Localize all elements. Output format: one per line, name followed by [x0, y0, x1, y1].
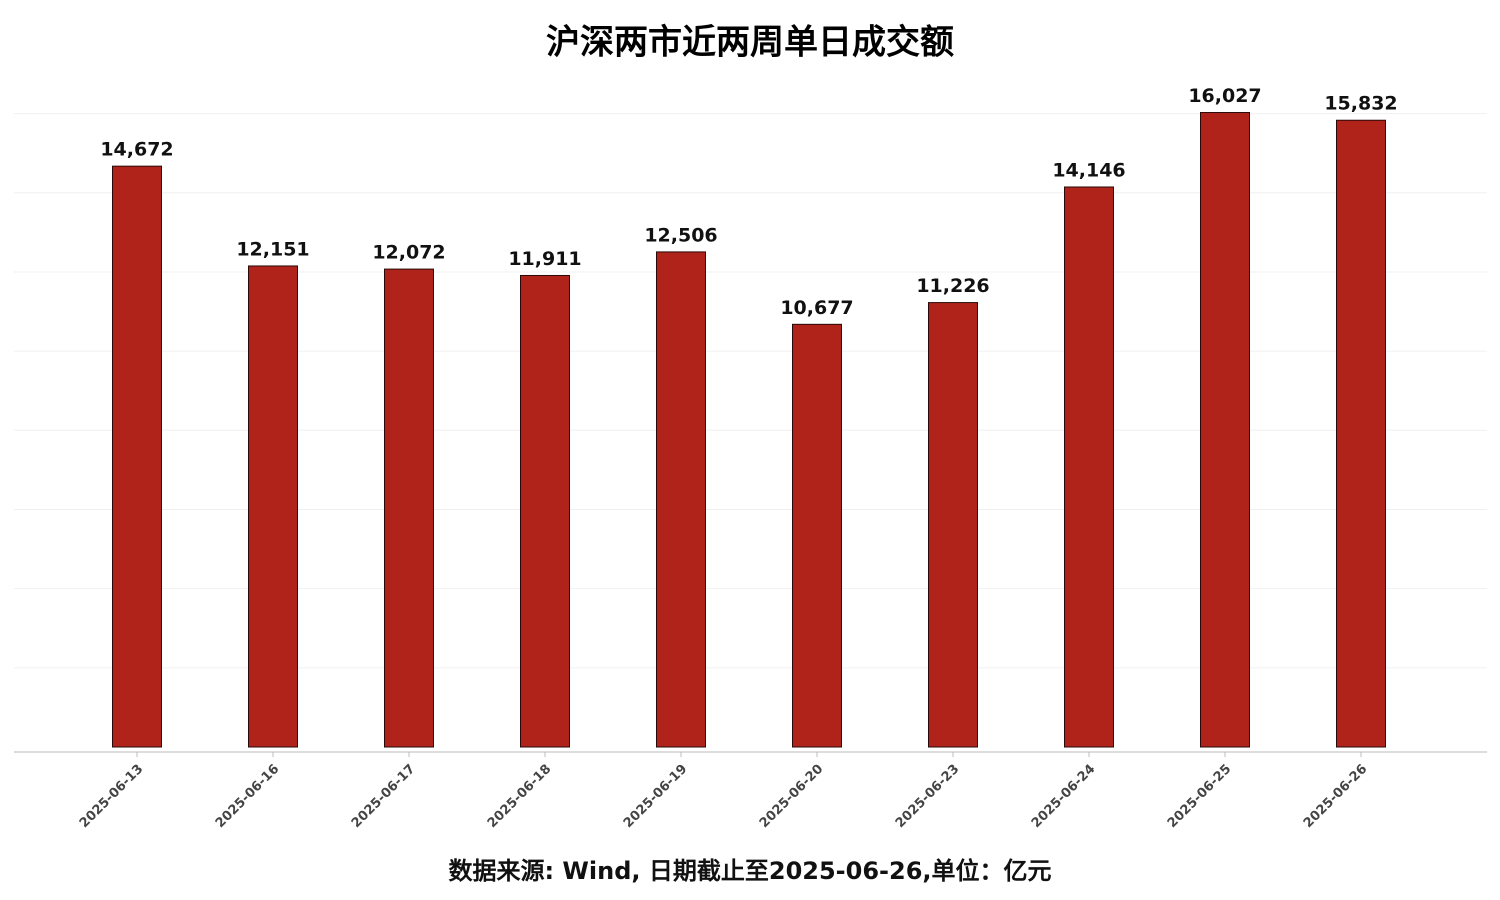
bar — [112, 165, 162, 748]
data-label: 16,027 — [1188, 85, 1261, 107]
x-tick-label: 2025-06-20 — [757, 762, 826, 831]
data-label: 14,672 — [100, 139, 173, 161]
x-tick-label: 2025-06-26 — [1301, 762, 1370, 831]
x-tick-label: 2025-06-18 — [485, 762, 554, 831]
bar — [928, 302, 978, 748]
bar — [248, 265, 298, 748]
bar — [656, 251, 706, 748]
bar — [1336, 119, 1386, 748]
data-label: 10,677 — [780, 297, 853, 319]
bar — [384, 268, 434, 748]
footer-note: 数据来源: Wind, 日期截止至2025-06-26,单位：亿元 — [448, 857, 1051, 885]
data-label: 11,226 — [916, 275, 989, 297]
x-tick-label: 2025-06-23 — [893, 762, 962, 831]
x-tick-label: 2025-06-24 — [1029, 762, 1098, 831]
data-label: 11,911 — [508, 248, 581, 270]
bar — [1064, 186, 1114, 748]
bar — [520, 274, 570, 748]
data-label: 12,151 — [236, 238, 309, 260]
bar — [1200, 112, 1250, 748]
x-tick-label: 2025-06-13 — [77, 762, 146, 831]
x-tick-label: 2025-06-19 — [621, 762, 690, 831]
chart-title: 沪深两市近两周单日成交额 — [546, 23, 954, 63]
data-label: 15,832 — [1324, 93, 1397, 115]
data-label: 12,506 — [644, 224, 717, 246]
x-tick-label: 2025-06-25 — [1165, 762, 1234, 831]
data-label: 14,146 — [1052, 159, 1125, 181]
bar — [792, 323, 842, 748]
data-label: 12,072 — [372, 242, 445, 264]
x-tick-label: 2025-06-17 — [349, 762, 418, 831]
x-tick-label: 2025-06-16 — [213, 762, 282, 831]
